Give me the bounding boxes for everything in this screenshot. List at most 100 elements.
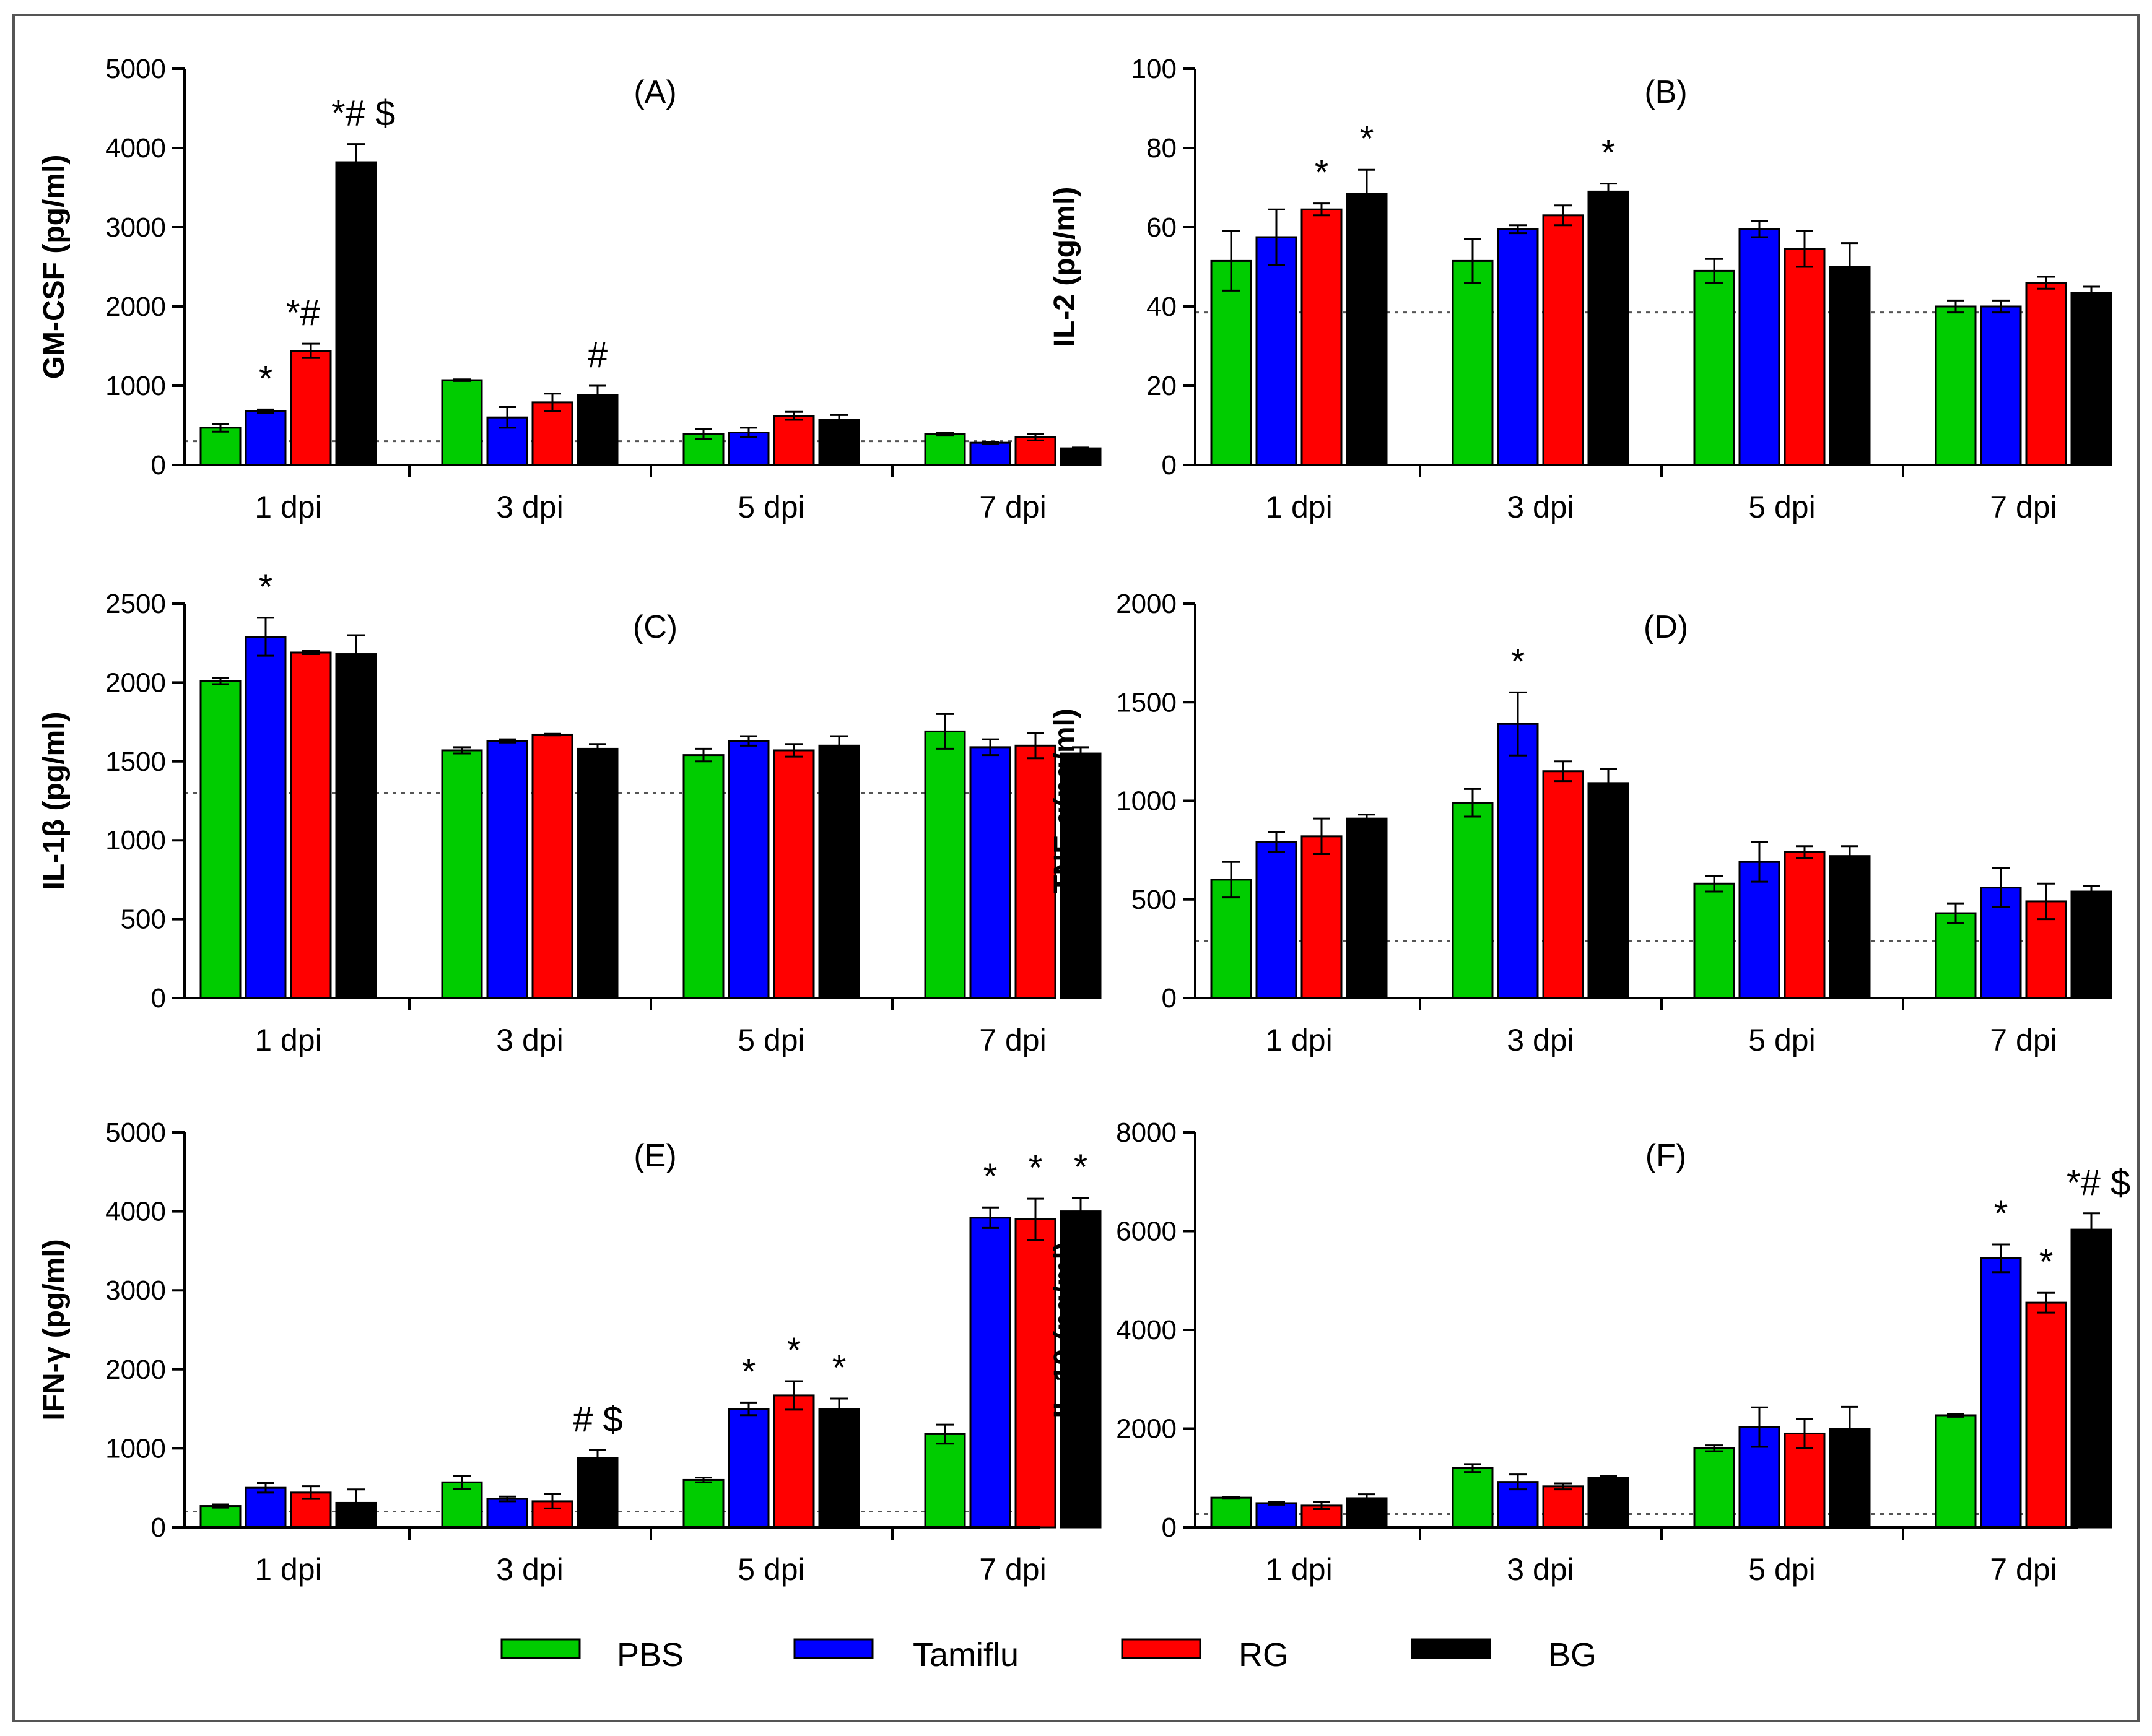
x-category-label: 7 dpi xyxy=(1990,1552,2057,1587)
bar-rg-2 xyxy=(531,401,573,466)
significance-mark: # $ xyxy=(573,1399,623,1439)
bar-pbs-1 xyxy=(1210,1496,1252,1529)
bar-bg-3 xyxy=(818,744,860,999)
bar-tamiflu-2 xyxy=(486,740,528,999)
x-category-label: 5 dpi xyxy=(1748,1023,1815,1057)
significance-mark: *# $ xyxy=(2067,1163,2130,1203)
y-tick-label: 4000 xyxy=(1116,1315,1177,1345)
y-tick-label: 0 xyxy=(1162,450,1177,480)
x-category-label: 5 dpi xyxy=(738,1023,804,1057)
y-tick-label: 2500 xyxy=(105,589,166,619)
y-axis-label: TNF-α(pg/ml) xyxy=(1048,708,1081,893)
y-tick-label: 3000 xyxy=(105,1275,166,1306)
bar-rg-1 xyxy=(1300,835,1343,999)
bar-rg-4 xyxy=(1014,1218,1056,1529)
legend-item-bg: BG xyxy=(1411,1636,1597,1673)
y-tick-label: 500 xyxy=(121,905,166,935)
y-tick-label: 60 xyxy=(1146,212,1177,243)
y-tick-label: 2000 xyxy=(1116,1414,1177,1444)
y-tick-label: 1000 xyxy=(105,1433,166,1464)
significance-mark: * xyxy=(742,1352,756,1392)
bar-pbs-1 xyxy=(199,427,242,466)
bar-rg-4 xyxy=(1014,436,1056,466)
y-tick-label: 4000 xyxy=(105,133,166,163)
bar-rg-2 xyxy=(531,733,573,999)
bar-pbs-1 xyxy=(199,1505,242,1529)
bar-bg-1 xyxy=(335,653,377,999)
bar-bg-3 xyxy=(1829,855,1871,999)
y-tick-label: 2000 xyxy=(105,667,166,698)
legend: PBS Tamiflu RG BG xyxy=(500,1636,1597,1673)
y-axis-label: GM-CSF (pg/ml) xyxy=(38,155,71,380)
chart-panel-b: 0 20 40 60 80 100 1 dpi 3 dpi 5 dpi 7 dpi * * * (B) IL… xyxy=(1048,54,2112,524)
bar-tamiflu-1 xyxy=(1255,841,1297,999)
bar-pbs-4 xyxy=(924,1433,966,1529)
bar-tamiflu-3 xyxy=(1738,228,1780,466)
y-tick-label: 2000 xyxy=(105,1355,166,1385)
legend-item-pbs: PBS xyxy=(500,1636,684,1673)
bar-pbs-2 xyxy=(441,749,483,999)
bar-rg-3 xyxy=(773,415,815,466)
bar-tamiflu-2 xyxy=(1497,723,1539,999)
significance-mark: * xyxy=(1511,641,1525,682)
y-tick-label: 0 xyxy=(151,450,166,480)
x-category-label: 7 dpi xyxy=(1990,490,2057,524)
bar-tamiflu-4 xyxy=(1980,1257,2022,1529)
bar-tamiflu-2 xyxy=(486,1498,528,1529)
x-category-label: 5 dpi xyxy=(738,1552,804,1587)
bar-bg-1 xyxy=(1346,193,1388,466)
significance-mark: * xyxy=(1315,153,1329,193)
bar-pbs-1 xyxy=(199,680,242,999)
y-tick-label: 0 xyxy=(151,1512,166,1543)
x-category-label: 1 dpi xyxy=(255,490,321,524)
y-tick-label: 1000 xyxy=(105,371,166,401)
panel-label: (D) xyxy=(1644,609,1688,645)
bar-tamiflu-3 xyxy=(728,432,770,466)
legend-swatch-bg xyxy=(1411,1638,1491,1659)
bar-tamiflu-3 xyxy=(1738,861,1780,999)
x-category-label: 1 dpi xyxy=(255,1023,321,1057)
bar-pbs-4 xyxy=(1935,305,1977,466)
bar-bg-2 xyxy=(1587,190,1629,466)
bar-tamiflu-4 xyxy=(1980,305,2022,466)
y-tick-label: 1500 xyxy=(1116,687,1177,718)
bar-pbs-3 xyxy=(1693,882,1735,999)
bar-tamiflu-1 xyxy=(245,410,287,466)
bar-bg-4 xyxy=(1060,752,1102,999)
bar-tamiflu-4 xyxy=(969,746,1011,999)
significance-mark: * xyxy=(832,1348,847,1388)
significance-mark: *# xyxy=(286,293,320,333)
bar-rg-1 xyxy=(1300,208,1343,466)
y-tick-label: 40 xyxy=(1146,292,1177,322)
legend-item-rg: RG xyxy=(1121,1636,1289,1673)
significance-mark: # xyxy=(588,335,608,375)
y-tick-label: 2000 xyxy=(1116,589,1177,619)
panel-label: (F) xyxy=(1645,1138,1686,1174)
significance-mark: * xyxy=(1360,119,1374,159)
x-category-label: 1 dpi xyxy=(1265,490,1332,524)
significance-mark: *# $ xyxy=(331,93,395,134)
legend-swatch-tamiflu xyxy=(793,1638,874,1659)
chart-panel-a: 0 1000 2000 3000 4000 5000 1 dpi 3 dpi 5 dpi 7 dp… xyxy=(38,54,1102,524)
bar-bg-4 xyxy=(1060,447,1102,466)
bar-tamiflu-1 xyxy=(245,1486,287,1529)
x-category-label: 7 dpi xyxy=(979,1023,1046,1057)
bar-bg-1 xyxy=(1346,817,1388,999)
chart-panel-f: 0 2000 4000 6000 8000 1 dpi 3 dpi 5 dpi 7 dpi * * *… xyxy=(1048,1118,2130,1587)
bar-pbs-1 xyxy=(1210,879,1252,999)
x-category-label: 5 dpi xyxy=(1748,1552,1815,1587)
x-category-label: 1 dpi xyxy=(1265,1552,1332,1587)
x-category-label: 1 dpi xyxy=(255,1552,321,1587)
bar-pbs-3 xyxy=(682,1478,725,1529)
y-tick-label: 20 xyxy=(1146,371,1177,401)
legend-label-pbs: PBS xyxy=(617,1636,684,1673)
bar-tamiflu-3 xyxy=(728,1408,770,1529)
x-category-label: 7 dpi xyxy=(979,1552,1046,1587)
bar-rg-4 xyxy=(2025,900,2067,999)
y-axis-label: IL-2 (pg/ml) xyxy=(1048,187,1081,347)
y-tick-label: 0 xyxy=(1162,1512,1177,1543)
y-tick-label: 2000 xyxy=(105,292,166,322)
panel-label: (E) xyxy=(634,1138,676,1174)
legend-swatch-rg xyxy=(1121,1638,1201,1659)
